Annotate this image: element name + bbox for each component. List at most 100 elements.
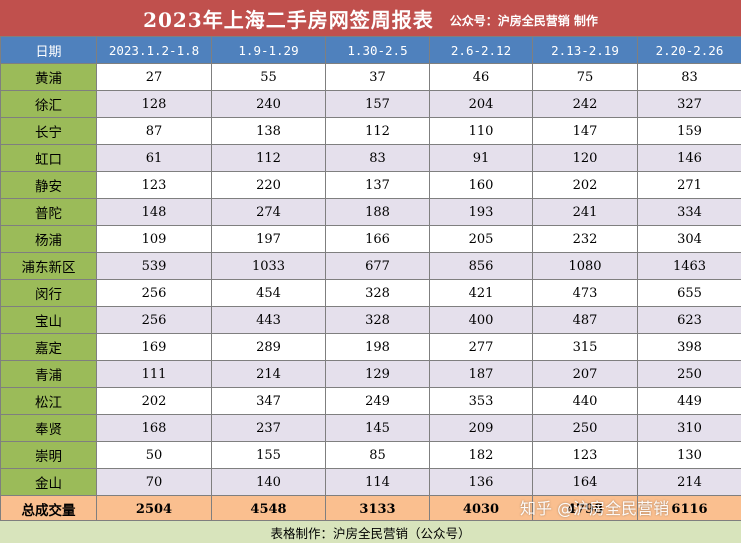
value-cell: 249 [326,388,430,415]
title-bar: 2023年上海二手房网签周报表 公众号：沪房全民营销 制作 [0,0,741,37]
district-cell: 青浦 [1,361,97,388]
value-cell: 27 [97,64,212,91]
value-cell: 120 [533,145,638,172]
value-cell: 75 [533,64,638,91]
page-title: 2023年上海二手房网签周报表 [143,4,434,33]
value-cell: 166 [326,226,430,253]
value-cell: 256 [97,280,212,307]
value-cell: 85 [326,442,430,469]
value-cell: 304 [638,226,741,253]
value-cell: 145 [326,415,430,442]
total-cell: 3133 [326,496,430,523]
value-cell: 421 [430,280,533,307]
value-cell: 289 [212,334,326,361]
value-cell: 1080 [533,253,638,280]
value-cell: 214 [638,469,741,496]
value-cell: 112 [326,118,430,145]
total-row: 总成交量 2504 4548 3133 4030 4798 6116 [1,496,741,523]
value-cell: 160 [430,172,533,199]
value-cell: 129 [326,361,430,388]
value-cell: 487 [533,307,638,334]
weekly-sales-table: 日期 2023.1.2-1.8 1.9-1.29 1.30-2.5 2.6-2.… [0,36,741,523]
header-row: 日期 2023.1.2-1.8 1.9-1.29 1.30-2.5 2.6-2.… [1,37,741,64]
value-cell: 168 [97,415,212,442]
value-cell: 473 [533,280,638,307]
value-cell: 193 [430,199,533,226]
week-header: 2.6-2.12 [430,37,533,64]
district-cell: 虹口 [1,145,97,172]
district-cell: 徐汇 [1,91,97,118]
value-cell: 347 [212,388,326,415]
value-cell: 232 [533,226,638,253]
value-cell: 310 [638,415,741,442]
value-cell: 55 [212,64,326,91]
district-cell: 奉贤 [1,415,97,442]
value-cell: 1033 [212,253,326,280]
value-cell: 274 [212,199,326,226]
value-cell: 83 [326,145,430,172]
value-cell: 214 [212,361,326,388]
value-cell: 334 [638,199,741,226]
value-cell: 204 [430,91,533,118]
value-cell: 83 [638,64,741,91]
district-cell: 浦东新区 [1,253,97,280]
value-cell: 539 [97,253,212,280]
week-header: 2.20-2.26 [638,37,741,64]
value-cell: 400 [430,307,533,334]
value-cell: 164 [533,469,638,496]
value-cell: 159 [638,118,741,145]
value-cell: 443 [212,307,326,334]
value-cell: 277 [430,334,533,361]
value-cell: 220 [212,172,326,199]
value-cell: 112 [212,145,326,172]
value-cell: 655 [638,280,741,307]
value-cell: 187 [430,361,533,388]
value-cell: 197 [212,226,326,253]
district-cell: 嘉定 [1,334,97,361]
district-cell: 黄浦 [1,64,97,91]
value-cell: 250 [638,361,741,388]
value-cell: 209 [430,415,533,442]
value-cell: 140 [212,469,326,496]
value-cell: 70 [97,469,212,496]
value-cell: 237 [212,415,326,442]
value-cell: 157 [326,91,430,118]
district-cell: 长宁 [1,118,97,145]
value-cell: 856 [430,253,533,280]
value-cell: 242 [533,91,638,118]
district-cell: 松江 [1,388,97,415]
value-cell: 110 [430,118,533,145]
value-cell: 250 [533,415,638,442]
value-cell: 123 [97,172,212,199]
value-cell: 198 [326,334,430,361]
value-cell: 240 [212,91,326,118]
value-cell: 169 [97,334,212,361]
value-cell: 328 [326,307,430,334]
value-cell: 136 [430,469,533,496]
total-label: 总成交量 [1,496,97,523]
value-cell: 50 [97,442,212,469]
value-cell: 454 [212,280,326,307]
value-cell: 449 [638,388,741,415]
value-cell: 328 [326,280,430,307]
value-cell: 148 [97,199,212,226]
value-cell: 123 [533,442,638,469]
value-cell: 205 [430,226,533,253]
value-cell: 398 [638,334,741,361]
value-cell: 146 [638,145,741,172]
week-header: 1.30-2.5 [326,37,430,64]
district-cell: 金山 [1,469,97,496]
total-cell: 4030 [430,496,533,523]
value-cell: 114 [326,469,430,496]
value-cell: 677 [326,253,430,280]
